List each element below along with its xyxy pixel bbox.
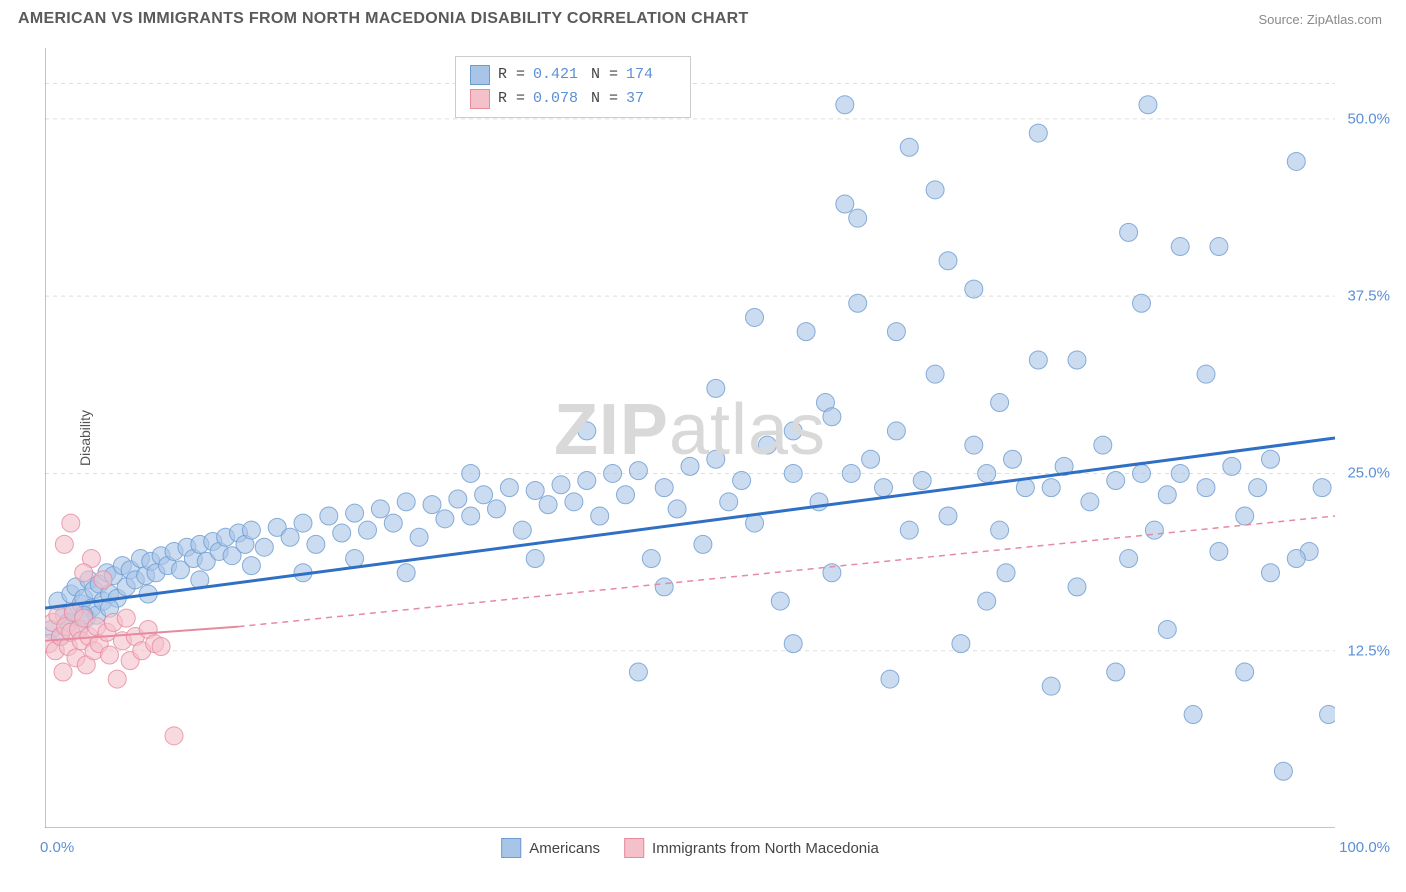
correlation-legend: R = 0.421 N = 174 R = 0.078 N = 37 <box>455 56 691 118</box>
chart-header: AMERICAN VS IMMIGRANTS FROM NORTH MACEDO… <box>0 0 1406 34</box>
legend-item-americans: Americans <box>501 838 600 858</box>
legend-swatch-blue <box>501 838 521 858</box>
y-tick-label: 50.0% <box>1347 110 1390 127</box>
series-legend: Americans Immigrants from North Macedoni… <box>501 838 879 858</box>
chart-title: AMERICAN VS IMMIGRANTS FROM NORTH MACEDO… <box>18 10 749 28</box>
legend-swatch-blue <box>470 65 490 85</box>
chart-source: Source: ZipAtlas.com <box>1258 12 1382 27</box>
legend-swatch-pink <box>470 89 490 109</box>
x-tick-label-left: 0.0% <box>40 839 74 856</box>
x-tick-label-right: 100.0% <box>1339 839 1390 856</box>
legend-item-immigrants: Immigrants from North Macedonia <box>624 838 879 858</box>
y-tick-label: 25.0% <box>1347 465 1390 482</box>
y-tick-label: 37.5% <box>1347 288 1390 305</box>
y-tick-label: 12.5% <box>1347 642 1390 659</box>
legend-row-americans: R = 0.421 N = 174 <box>470 63 676 87</box>
legend-swatch-pink <box>624 838 644 858</box>
scatter-chart <box>45 48 1335 828</box>
legend-row-immigrants: R = 0.078 N = 37 <box>470 87 676 111</box>
chart-container: Disability ZIPatlas R = 0.421 N = 174 R … <box>45 48 1335 828</box>
